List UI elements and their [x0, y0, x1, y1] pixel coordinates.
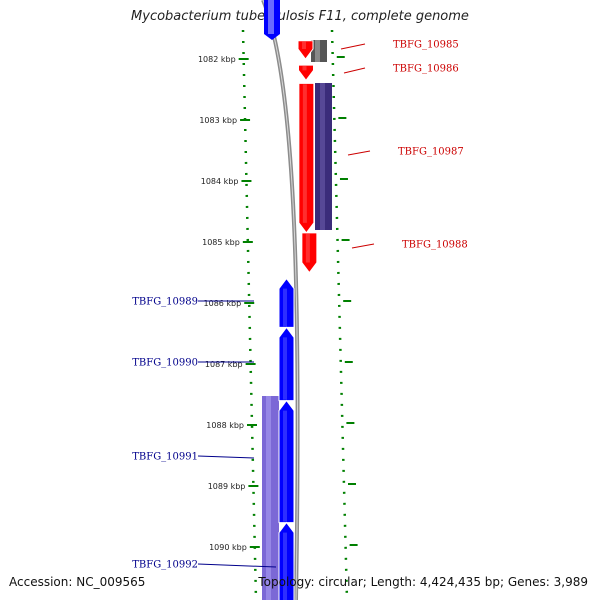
ruler-tick-label: 1083 kbp	[199, 116, 237, 125]
gene-arrow-tbfg-10987[interactable]	[298, 82, 315, 234]
ruler-tick-label: 1087 kbp	[205, 360, 243, 369]
gene-label-tbfg-10992[interactable]: TBFG_10992	[132, 560, 198, 571]
map-title: Mycobacterium tuberculosis F11, complete…	[131, 9, 469, 24]
reverse-cds-highlight	[266, 396, 271, 600]
gene-arrow-highlight	[283, 288, 287, 327]
ruler-tick-label: 1085 kbp	[202, 238, 240, 247]
gene-label-tbfg-10990[interactable]: TBFG_10990	[132, 358, 198, 369]
partial-reverse-gene-highlight	[268, 0, 274, 34]
gene-arrow-highlight	[302, 66, 307, 71]
gene-label-tbfg-10991[interactable]: TBFG_10991	[132, 452, 198, 463]
other-feature-highlight	[315, 40, 320, 62]
gene-label-tbfg-10987[interactable]: TBFG_10987	[398, 147, 464, 158]
ruler-layer: 1082 kbp 1083 kbp 1084 kbp 1085 kbp 1086 kbp…	[198, 55, 358, 552]
gene-label-leader	[347, 150, 371, 156]
gene-label-leader	[351, 243, 375, 249]
outer-ruler-dots	[330, 29, 349, 600]
ruler-tick-label: 1086 kbp	[204, 299, 242, 308]
gene-arrow-highlight	[283, 532, 287, 600]
forward-cds-highlight	[320, 83, 325, 230]
ruler-tick-label: 1084 kbp	[201, 177, 239, 186]
gene-arrow-highlight	[302, 41, 307, 49]
genes-layer	[278, 40, 318, 600]
gene-label-leader	[340, 43, 366, 50]
gene-arrow-tbfg-10992[interactable]	[278, 521, 295, 600]
backbone-highlight	[262, 0, 299, 600]
gene-label-tbfg-10988[interactable]: TBFG_10988	[402, 240, 468, 251]
ruler-tick-label: 1088 kbp	[206, 421, 244, 430]
gene-label-leader	[197, 563, 277, 568]
ruler-tick-label: 1090 kbp	[209, 543, 247, 552]
ruler-tick-label: 1089 kbp	[208, 482, 246, 491]
gene-arrow-tbfg-10985[interactable]	[297, 40, 314, 60]
partial-reverse-gene-tip	[264, 34, 280, 40]
gene-arrow-highlight	[283, 410, 287, 522]
gene-label-leader	[343, 67, 366, 74]
gene-label-tbfg-10986[interactable]: TBFG_10986	[393, 64, 459, 75]
gene-label-tbfg-10989[interactable]: TBFG_10989	[132, 297, 198, 308]
gene-arrow-highlight	[283, 337, 287, 400]
ruler-tick-label: 1082 kbp	[198, 55, 236, 64]
gene-arrow-highlight	[305, 233, 310, 263]
gene-label-tbfg-10985[interactable]: TBFG_10985	[393, 40, 459, 51]
topology-text: Topology: circular; Length: 4,424,435 bp…	[258, 575, 588, 589]
gene-arrow-highlight	[302, 84, 307, 223]
inner-ruler-dots	[241, 29, 258, 600]
gene-arrow-tbfg-10988[interactable]	[301, 232, 318, 274]
gene-arrow-tbfg-10986[interactable]	[298, 64, 315, 82]
gene-label-leader	[197, 455, 255, 459]
accession-text: Accession: NC_009565	[9, 575, 146, 589]
gene-labels-layer: TBFG_10985 TBFG_10986 TBFG_10987 TBFG_10988…	[132, 40, 468, 571]
